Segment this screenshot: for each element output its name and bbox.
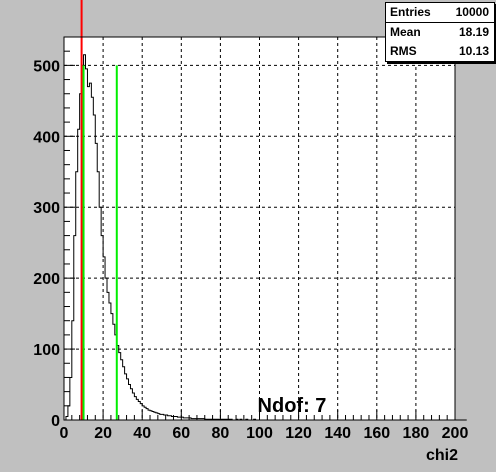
stats-mean-label: Mean [390,25,421,42]
y-tick-label: 100 [33,342,60,359]
x-axis-label: chi2 [426,447,458,464]
x-tick-label: 80 [212,425,230,442]
stats-entries-label: Entries [390,5,431,22]
stats-rms-label: RMS [390,44,417,61]
stats-mean-row: Mean 18.19 [386,23,494,42]
stats-box: Entries 10000 Mean 18.19 RMS 10.13 [385,2,495,62]
x-tick-label: 120 [285,425,312,442]
x-tick-label: 100 [246,425,273,442]
x-tick-label: 160 [363,425,390,442]
stats-rms-row: RMS 10.13 [386,42,494,61]
stats-entries-value: 10000 [456,5,489,22]
stats-entries-row: Entries 10000 [386,3,494,23]
y-tick-label: 400 [33,129,60,146]
y-tick-label: 0 [51,413,60,430]
x-tick-label: 60 [172,425,190,442]
x-tick-label: 0 [60,425,69,442]
x-tick-label: 140 [324,425,351,442]
x-tick-label: 200 [442,425,469,442]
x-tick-label: 180 [403,425,430,442]
ndof-annotation: Ndof: 7 [258,395,327,417]
y-tick-label: 300 [33,200,60,217]
x-tick-label: 20 [94,425,112,442]
y-tick-label: 200 [33,271,60,288]
y-tick-label: 500 [33,58,60,75]
x-tick-label: 40 [133,425,151,442]
stats-mean-value: 18.19 [459,25,489,42]
stats-rms-value: 10.13 [459,44,489,61]
